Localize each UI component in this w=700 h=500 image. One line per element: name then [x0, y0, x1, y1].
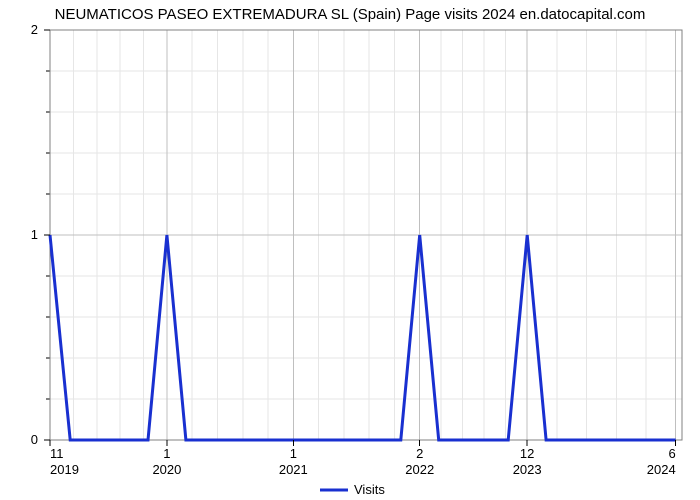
- chart-canvas: 01211201912020120212202212202362024Visit…: [0, 0, 700, 500]
- x-tick-label-year: 2020: [152, 462, 181, 477]
- y-tick-label: 2: [31, 22, 38, 37]
- y-tick-label: 1: [31, 227, 38, 242]
- chart-title: NEUMATICOS PASEO EXTREMADURA SL (Spain) …: [0, 6, 700, 23]
- x-tick-label-year: 2021: [279, 462, 308, 477]
- x-tick-label-month: 11: [50, 446, 64, 461]
- x-tick-label-month: 12: [520, 446, 534, 461]
- x-tick-label-month: 2: [416, 446, 423, 461]
- x-tick-label-month: 1: [163, 446, 170, 461]
- x-tick-label-month: 6: [668, 446, 675, 461]
- y-tick-label: 0: [31, 432, 38, 447]
- x-tick-label-year: 2023: [513, 462, 542, 477]
- x-tick-label-year: 2024: [647, 462, 676, 477]
- x-tick-label-year: 2022: [405, 462, 434, 477]
- page-visits-chart: NEUMATICOS PASEO EXTREMADURA SL (Spain) …: [0, 0, 700, 500]
- x-tick-label-year: 2019: [50, 462, 79, 477]
- legend-label: Visits: [354, 482, 385, 497]
- x-tick-label-month: 1: [290, 446, 297, 461]
